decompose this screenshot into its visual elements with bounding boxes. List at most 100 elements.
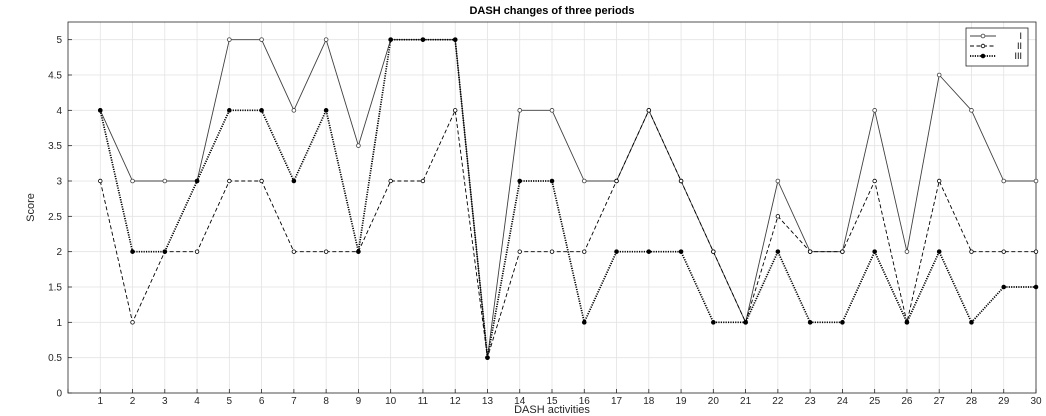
series-3 <box>97 37 1039 360</box>
data-point <box>194 249 200 254</box>
x-tick-label: 28 <box>966 396 978 407</box>
data-point <box>678 178 684 184</box>
x-tick-label: 2 <box>130 396 136 407</box>
y-axis-title: Score <box>25 193 37 222</box>
x-tick-label: 7 <box>291 396 297 407</box>
data-point <box>130 249 135 254</box>
data-point <box>130 320 135 325</box>
data-point <box>227 108 232 113</box>
x-tick-label: 23 <box>805 396 817 407</box>
legend-item: I <box>970 31 1022 41</box>
data-point <box>775 178 781 184</box>
data-point <box>614 249 619 254</box>
data-point <box>356 143 361 148</box>
data-point <box>904 249 910 254</box>
series-line <box>99 39 1036 359</box>
x-tick-label: 3 <box>162 396 168 407</box>
data-point <box>775 214 781 219</box>
data-point <box>291 178 297 184</box>
data-point <box>227 178 232 184</box>
y-tick-label: 1.5 <box>48 283 62 294</box>
x-tick-label: 6 <box>259 396 265 407</box>
data-point <box>904 320 910 325</box>
data-point <box>453 108 458 113</box>
x-tick-label: 20 <box>708 396 720 407</box>
legend-box <box>965 27 1029 67</box>
data-point <box>581 178 587 184</box>
data-point <box>420 37 426 42</box>
x-tick-label: 13 <box>482 396 494 407</box>
x-tick-label: 9 <box>356 396 362 407</box>
data-point <box>743 320 748 325</box>
data-point <box>936 72 942 78</box>
data-point <box>194 178 200 184</box>
data-point <box>872 178 877 184</box>
data-point <box>227 37 232 42</box>
legend-marker <box>980 33 986 39</box>
y-tick-label: 1 <box>56 318 62 329</box>
x-tick-label: 27 <box>934 396 946 407</box>
series-line <box>99 38 1036 359</box>
data-point <box>98 178 103 184</box>
y-tick-label: 0.5 <box>48 353 62 364</box>
series-layer <box>97 37 1039 360</box>
data-point <box>420 178 426 184</box>
data-point <box>936 249 942 254</box>
data-point <box>807 249 813 254</box>
data-point <box>130 178 135 184</box>
x-tick-label: 4 <box>194 396 200 407</box>
data-point <box>711 249 716 254</box>
legend-marker <box>980 53 986 59</box>
data-point <box>259 37 264 42</box>
y-tick-label: 2.5 <box>48 212 62 223</box>
data-point <box>388 178 393 184</box>
data-point <box>162 178 168 184</box>
x-tick-label: 24 <box>837 396 849 407</box>
x-tick-label: 30 <box>1030 396 1042 407</box>
x-tick-label: 17 <box>611 396 623 407</box>
x-tick-label: 15 <box>546 396 558 407</box>
legend-label: II <box>1017 41 1022 51</box>
data-point <box>323 249 329 254</box>
data-point <box>323 108 329 113</box>
legend-marker <box>980 43 986 49</box>
y-axis-ticks: 0 0.5 1 1.5 2 2.5 3 3.5 4 4.5 5 <box>48 35 72 400</box>
y-tick-label: 2 <box>56 247 62 258</box>
legend-item: III <box>970 51 1022 61</box>
data-point <box>517 249 522 254</box>
data-point <box>581 320 587 325</box>
data-point <box>97 108 103 113</box>
y-tick-label: 0 <box>56 389 62 400</box>
data-point <box>1001 284 1007 290</box>
y-tick-label: 3 <box>56 177 62 188</box>
data-point <box>711 320 716 325</box>
data-point <box>259 108 264 113</box>
y-tick-label: 4 <box>56 106 62 117</box>
x-tick-label: 26 <box>901 396 913 407</box>
data-point <box>646 108 651 113</box>
data-point <box>678 249 684 254</box>
legend-label: I <box>1019 31 1022 41</box>
data-point <box>1001 249 1006 254</box>
x-tick-label: 21 <box>740 396 752 407</box>
x-tick-label: 14 <box>514 396 526 407</box>
x-axis-title: DASH activities <box>514 404 590 416</box>
data-point <box>549 178 555 184</box>
legend-label: III <box>1014 51 1022 61</box>
data-point <box>259 178 264 184</box>
data-point <box>485 355 490 360</box>
x-tick-label: 5 <box>227 396 233 407</box>
data-point <box>517 178 523 184</box>
data-point <box>549 249 555 254</box>
x-tick-label: 22 <box>772 396 784 407</box>
data-point <box>323 37 329 42</box>
data-point <box>517 108 523 113</box>
data-point <box>388 37 393 42</box>
data-point <box>969 108 974 113</box>
data-point <box>1001 178 1007 184</box>
data-point <box>969 249 974 254</box>
data-point <box>1033 178 1039 184</box>
data-point <box>840 320 845 325</box>
